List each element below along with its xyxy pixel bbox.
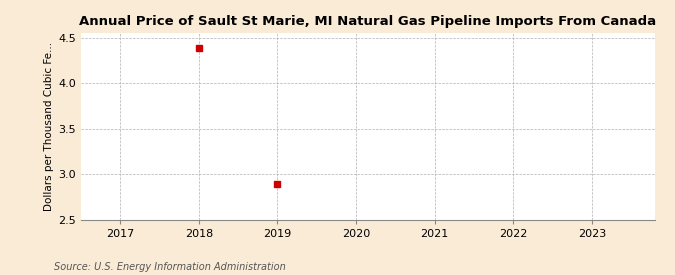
Y-axis label: Dollars per Thousand Cubic Fe...: Dollars per Thousand Cubic Fe... (45, 42, 54, 211)
Title: Annual Price of Sault St Marie, MI Natural Gas Pipeline Imports From Canada: Annual Price of Sault St Marie, MI Natur… (80, 15, 656, 28)
Text: Source: U.S. Energy Information Administration: Source: U.S. Energy Information Administ… (54, 262, 286, 272)
